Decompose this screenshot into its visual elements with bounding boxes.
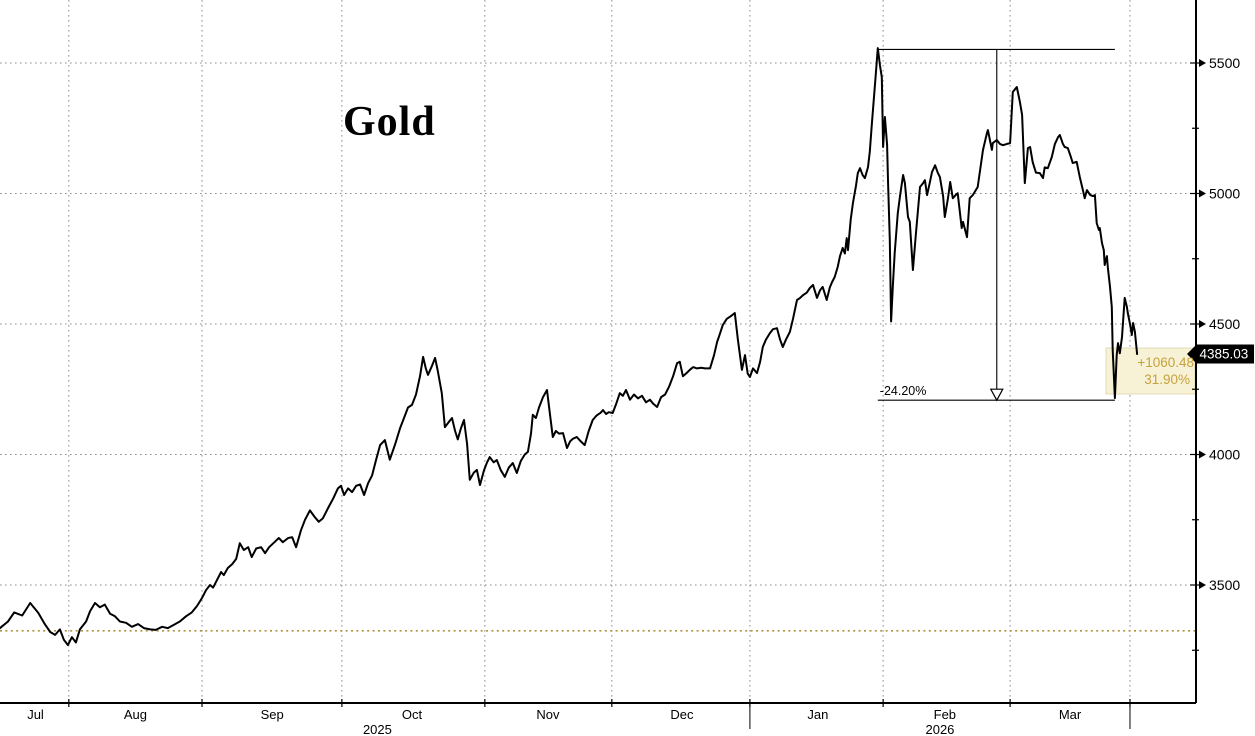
x-axis-label-sep: Sep — [261, 707, 284, 722]
drawdown-percent-label: -24.20% — [880, 384, 927, 398]
y-axis-label-4000: 4000 — [1209, 447, 1240, 463]
change-absolute-label: +1060.48 — [1137, 355, 1194, 370]
arrowhead-down-icon — [989, 388, 1004, 402]
year-label-2025: 2025 — [363, 722, 392, 736]
x-axis-label-jul: Jul — [27, 707, 44, 722]
change-panel — [1105, 347, 1196, 395]
y-axis-label-5500: 5500 — [1209, 55, 1240, 71]
tag-arrow-icon — [1187, 345, 1196, 364]
axis-labels: 3500 4000 4500 5000 5500 Jul Aug Sep Oct Nov Dec Ja… — [27, 55, 1240, 736]
last-price-value: 4385.03 — [1200, 347, 1249, 362]
axes — [0, 0, 1197, 704]
x-axis-label-aug: Aug — [124, 707, 147, 722]
gold-price-series — [0, 47, 1139, 646]
price-line — [0, 47, 1139, 646]
gridlines — [0, 0, 1196, 703]
drawdown-annotation — [877, 48, 1115, 402]
year-label-2026: 2026 — [925, 722, 954, 736]
x-axis-label-jan: Jan — [807, 707, 828, 722]
y-tick-arrow-icon — [1199, 59, 1206, 67]
x-axis-label-feb: Feb — [934, 707, 956, 722]
y-axis-label-4500: 4500 — [1209, 316, 1240, 332]
change-percent-label: 31.90% — [1144, 372, 1190, 387]
y-axis-label-5000: 5000 — [1209, 186, 1240, 202]
y-tick-arrow-icon — [1199, 189, 1206, 198]
tag-box — [1196, 344, 1254, 364]
chart-title: Gold — [343, 99, 436, 145]
x-axis-label-nov: Nov — [536, 707, 560, 722]
x-axis-label-dec: Dec — [670, 707, 694, 722]
change-panel-box — [1105, 347, 1196, 395]
y-tick-arrow-icon — [1199, 581, 1206, 589]
y-tick-arrow-icon — [1199, 450, 1206, 459]
last-price-tag: 4385.03 — [1187, 344, 1254, 364]
y-tick-arrow-icon — [1199, 320, 1206, 328]
y-axis-label-3500: 3500 — [1209, 577, 1240, 593]
x-axis-label-oct: Oct — [402, 707, 423, 722]
x-axis-label-mar: Mar — [1059, 707, 1082, 722]
